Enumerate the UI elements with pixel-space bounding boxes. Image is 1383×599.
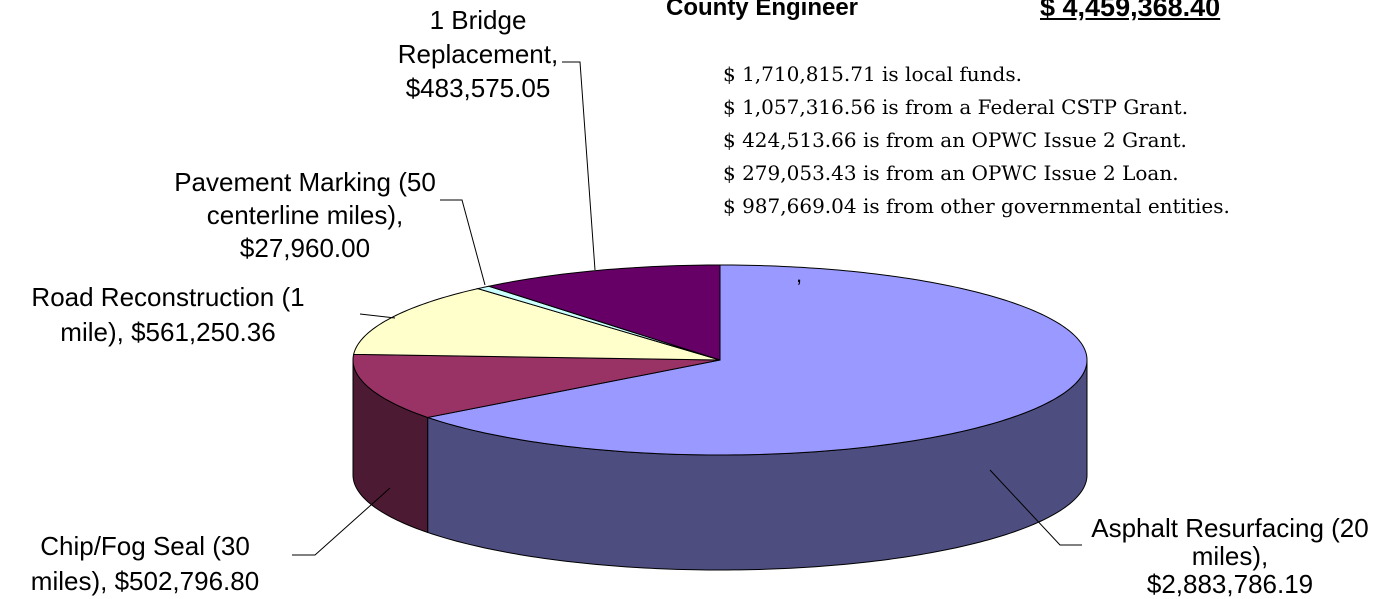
total: $ 4,459,368.40 — [1040, 0, 1221, 22]
leader-line — [292, 487, 391, 556]
note: $ 987,669.04 is from other governmental … — [723, 194, 1230, 218]
slice — [352, 288, 721, 361]
label-value: $483,575.05 — [405, 73, 551, 103]
leader-line — [562, 61, 596, 271]
leader-line — [440, 199, 486, 286]
leader-line — [359, 313, 396, 319]
leader-lines — [292, 61, 1082, 556]
label-value: $27,960.00 — [239, 233, 371, 263]
label-category: Road Reconstruction (1 mile), — [31, 282, 305, 347]
slice — [486, 264, 721, 361]
slice — [352, 353, 721, 418]
note: $ 1,057,316.56 is from a Federal CSTP Gr… — [723, 95, 1189, 119]
slice-label: Chip/Fog Seal (30 miles), $502,796.80 — [0, 529, 290, 599]
note: $ 279,053.43 is from an OPWC Issue 2 Loa… — [723, 161, 1179, 185]
tops — [352, 264, 1088, 456]
slice-label: Asphalt Resurfacing (20 miles), $2,883,7… — [1080, 514, 1380, 598]
annotation: , — [796, 262, 803, 287]
label-category: Chip/Fog Seal (30 miles), — [30, 531, 250, 596]
slice-label: Pavement Marking (50 centerline miles), … — [165, 166, 445, 265]
slice-label: Road Reconstruction (1 mile), $561,250.3… — [8, 280, 328, 350]
note: $ 424,513.66 is from an OPWC Issue 2 Gra… — [723, 128, 1187, 152]
pie — [352, 264, 1088, 571]
leader-line — [989, 469, 1082, 546]
note: $ 1,710,815.71 is local funds. — [723, 62, 1022, 86]
title: County Engineer — [666, 0, 859, 21]
slice-label: 1 Bridge Replacement, $483,575.05 — [368, 3, 588, 105]
label-category: Pavement Marking (50 centerline miles), — [174, 167, 436, 230]
label-value: $2,883,786.19 — [1146, 569, 1314, 599]
label-category: Asphalt Resurfacing (20 miles), — [1091, 513, 1369, 571]
label-value: $502,796.80 — [114, 566, 260, 596]
label-value: $561,250.36 — [131, 317, 276, 347]
label-category: 1 Bridge Replacement, — [397, 5, 559, 69]
slice — [425, 264, 1088, 456]
